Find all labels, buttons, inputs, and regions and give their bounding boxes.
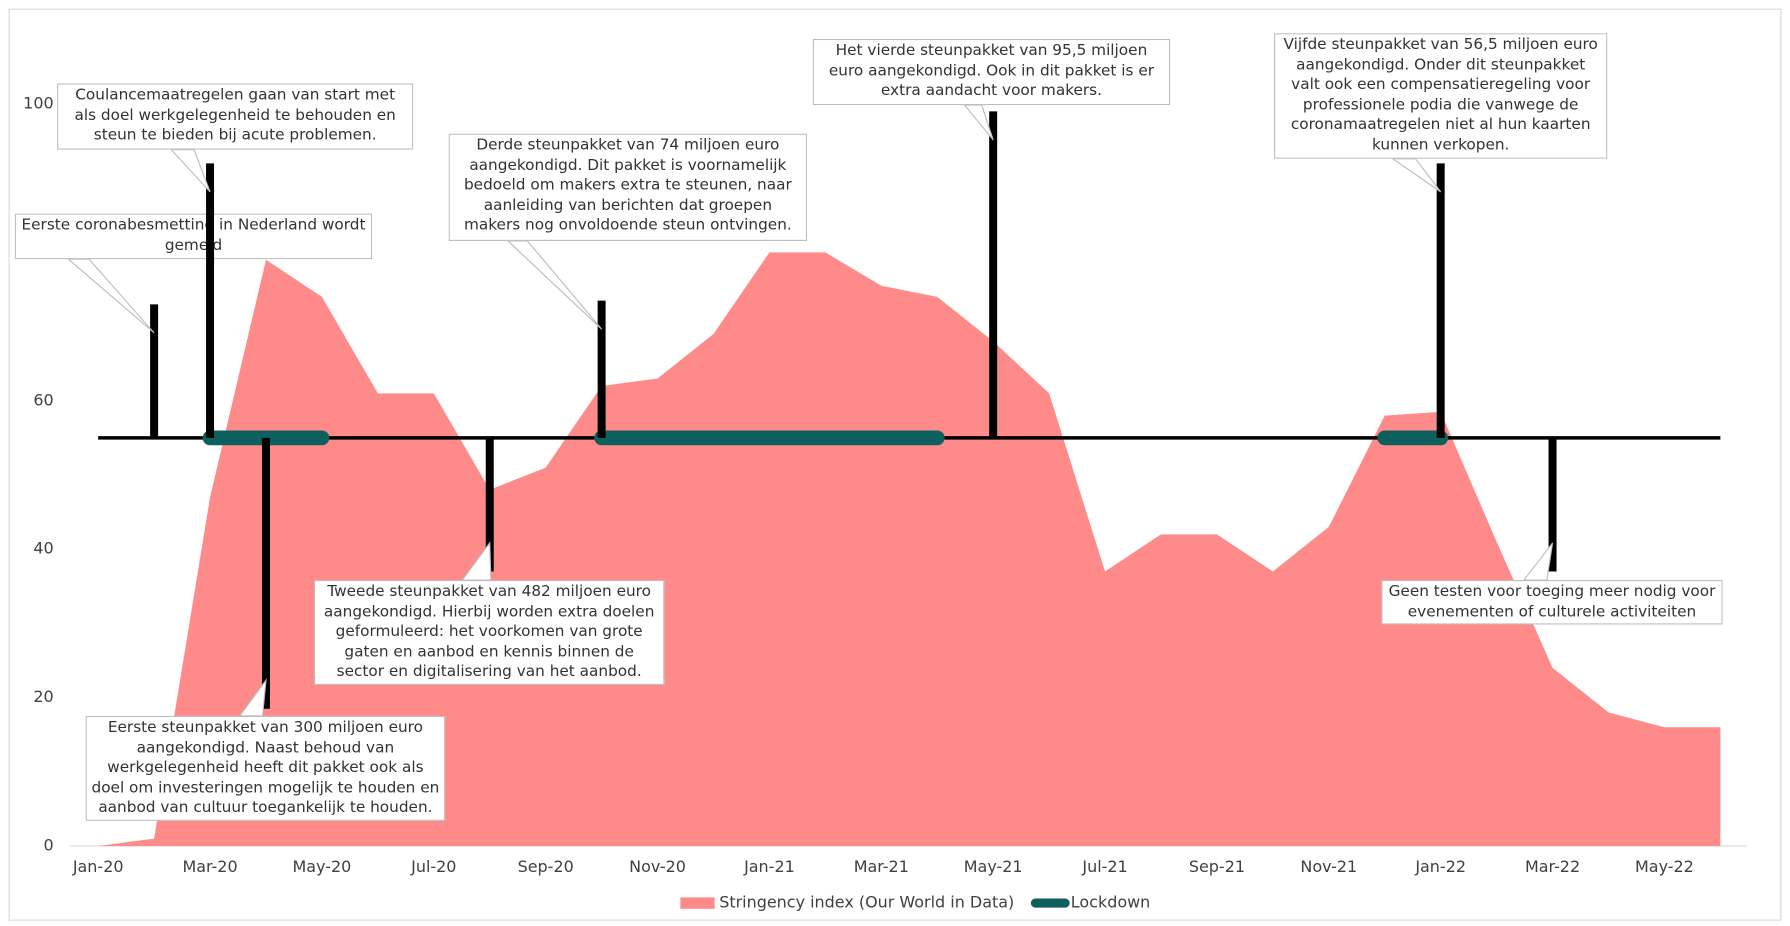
callout: Coulancemaatregelen gaan van start met a… xyxy=(57,83,414,150)
x-tick-label: May-20 xyxy=(293,857,352,876)
y-tick-label: 60 xyxy=(33,390,53,409)
callout-text: Coulancemaatregelen gaan van start met a… xyxy=(57,83,414,150)
y-tick-label: 100 xyxy=(23,93,53,112)
callout-pointer xyxy=(506,240,603,330)
x-tick-label: Sep-21 xyxy=(1189,857,1245,876)
callout-text: Eerste steunpakket van 300 miljoen euro … xyxy=(85,715,446,821)
callout-text: Derde steunpakket van 74 miljoen euro aa… xyxy=(448,133,808,241)
x-tick-label: Nov-21 xyxy=(1300,857,1357,876)
callout: Tweede steunpakket van 482 miljoen euro … xyxy=(313,580,665,686)
callout: Eerste coronabesmetting in Nederland wor… xyxy=(14,213,373,260)
callout-pointer xyxy=(238,678,267,717)
stringency-area xyxy=(98,252,1721,847)
x-tick-label: Mar-22 xyxy=(1525,857,1580,876)
callout: Het vierde steunpakket van 95,5 miljoen … xyxy=(812,38,1171,106)
callout-pointer xyxy=(1390,158,1442,193)
x-tick-label: Mar-20 xyxy=(182,857,237,876)
x-tick-label: Jan-22 xyxy=(1414,857,1466,876)
x-tick-label: Jul-20 xyxy=(410,857,456,876)
x-tick-label: May-22 xyxy=(1635,857,1694,876)
x-tick-label: Jan-20 xyxy=(72,857,124,876)
callout-pointer xyxy=(66,258,155,334)
callout-pointer xyxy=(169,149,211,193)
x-tick-label: May-21 xyxy=(964,857,1023,876)
legend-swatch xyxy=(680,897,715,909)
callout-text: Het vierde steunpakket van 95,5 miljoen … xyxy=(812,38,1171,106)
callout-pointer xyxy=(963,104,994,141)
callout-text: Geen testen voor toeging meer nodig voor… xyxy=(1381,580,1723,625)
x-tick-label: Jul-21 xyxy=(1081,857,1127,876)
callout-pointer xyxy=(461,541,492,581)
legend-label: Lockdown xyxy=(1071,893,1151,912)
callout-text: Eerste coronabesmetting in Nederland wor… xyxy=(14,213,373,260)
callout: Geen testen voor toeging meer nodig voor… xyxy=(1381,580,1723,625)
callout-text: Vijfde steunpakket van 56,5 miljoen euro… xyxy=(1274,33,1608,159)
x-tick-label: Jan-21 xyxy=(743,857,795,876)
callout-pointer xyxy=(1522,542,1554,581)
x-tick-label: Nov-20 xyxy=(629,857,686,876)
y-tick-label: 0 xyxy=(43,836,53,855)
x-tick-label: Sep-20 xyxy=(518,857,574,876)
callout: Vijfde steunpakket van 56,5 miljoen euro… xyxy=(1274,33,1608,159)
x-tick-label: Mar-21 xyxy=(854,857,909,876)
callout-text: Tweede steunpakket van 482 miljoen euro … xyxy=(313,580,665,686)
callout: Derde steunpakket van 74 miljoen euro aa… xyxy=(448,133,808,241)
legend-label: Stringency index (Our World in Data) xyxy=(719,893,1014,912)
chart-frame xyxy=(8,8,1782,921)
callout: Eerste steunpakket van 300 miljoen euro … xyxy=(85,715,446,821)
y-tick-label: 20 xyxy=(33,687,53,706)
y-tick-label: 40 xyxy=(33,539,53,558)
